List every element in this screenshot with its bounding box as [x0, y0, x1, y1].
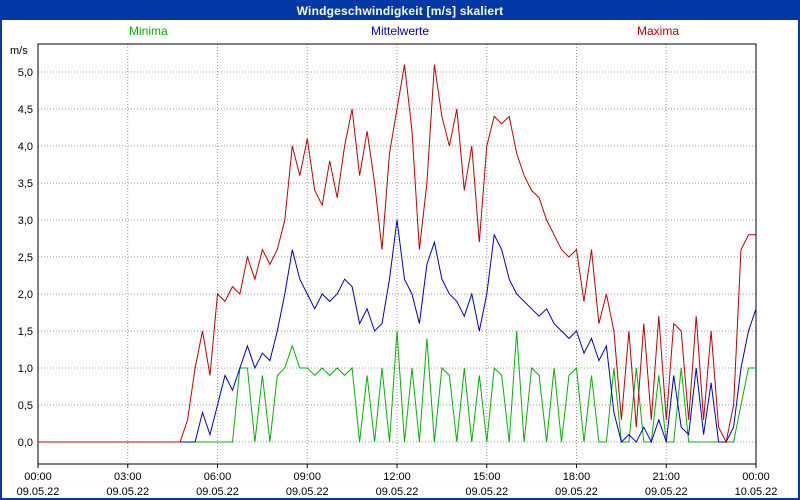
legend-item-maxima: Maxima	[637, 24, 680, 38]
y-axis-tick-label: 5,0	[18, 67, 33, 79]
legend-item-mittelwerte: Mittelwerte	[370, 24, 430, 38]
x-axis-date-label: 09.05.22	[106, 486, 149, 498]
x-axis-time-label: 21:00	[652, 471, 680, 483]
x-axis-date-label: 09.05.22	[196, 486, 239, 498]
x-axis-date-label: 09.05.22	[376, 486, 419, 498]
y-axis-tick-label: 3,5	[18, 178, 33, 190]
x-axis-date-label: 10.05.22	[735, 486, 778, 498]
y-axis-tick-label: 0,5	[18, 400, 33, 412]
x-axis-date-label: 09.05.22	[645, 486, 688, 498]
y-axis-tick-label: 2,0	[18, 289, 33, 301]
x-axis-time-label: 15:00	[473, 471, 501, 483]
y-axis-tick-label: 1,0	[18, 363, 33, 375]
x-axis-date-label: 09.05.22	[286, 486, 329, 498]
title-bar: Windgeschwindigkeit [m/s] skaliert	[2, 2, 798, 20]
x-axis-date-label: 09.05.22	[17, 486, 60, 498]
y-axis-unit-label: m/s	[10, 45, 28, 57]
x-axis-date-label: 09.05.22	[465, 486, 508, 498]
x-axis-time-label: 09:00	[293, 471, 321, 483]
y-axis-tick-label: 0,0	[18, 437, 33, 449]
x-axis-time-label: 18:00	[563, 471, 591, 483]
wind-speed-line-chart: 0,0 0,5 1,0 1,5 2,0 2,5 3,0 3,5 4,0 4,5 5,0 m/s 00:0…	[10, 43, 778, 498]
chart-area: 0,0 0,5 1,0 1,5 2,0 2,5 3,0 3,5 4,0 4,5 5,0 m/s 00:0…	[2, 40, 798, 498]
x-axis-time-label: 03:00	[114, 471, 142, 483]
x-axis-time-label: 12:00	[383, 471, 411, 483]
y-axis-tick-label: 1,5	[18, 326, 33, 338]
x-axis-time-label: 06:00	[204, 471, 232, 483]
y-axis-tick-label: 3,0	[18, 215, 33, 227]
y-axis-tick-label: 4,0	[18, 141, 33, 153]
series-maxima-line	[38, 64, 756, 444]
page-title: Windgeschwindigkeit [m/s] skaliert	[296, 4, 504, 18]
legend-item-minima: Minima	[129, 24, 168, 38]
y-axis-tick-label: 4,5	[18, 104, 33, 116]
legend: Minima Mittelwerte Maxima	[2, 20, 798, 40]
x-axis-time-label: 00:00	[742, 471, 770, 483]
y-axis-tick-label: 2,5	[18, 252, 33, 264]
x-axis-time-label: 00:00	[24, 471, 52, 483]
x-axis-date-label: 09.05.22	[555, 486, 598, 498]
